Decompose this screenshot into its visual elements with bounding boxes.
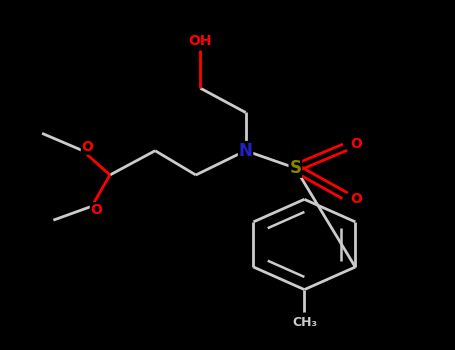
- Text: N: N: [239, 142, 253, 160]
- Text: O: O: [91, 203, 102, 217]
- Text: O: O: [350, 192, 362, 206]
- Text: CH₃: CH₃: [292, 316, 317, 329]
- Text: O: O: [350, 137, 362, 151]
- Text: OH: OH: [189, 34, 212, 48]
- Text: O: O: [81, 140, 93, 154]
- Text: S: S: [289, 159, 301, 177]
